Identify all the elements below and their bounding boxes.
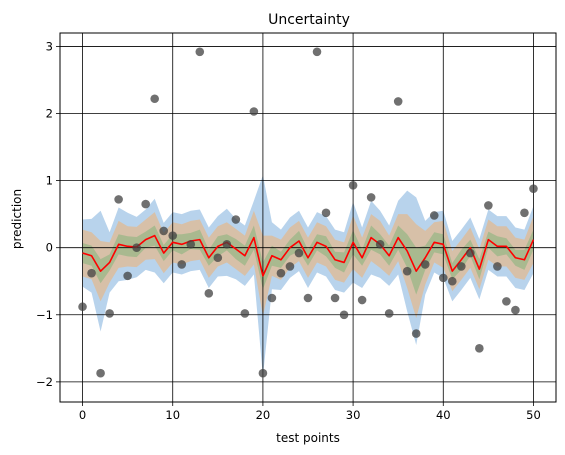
x-tick-label: 10 [165,408,180,422]
data-point [466,248,475,258]
data-point [87,268,96,278]
data-point [321,208,331,218]
data-point [123,271,132,281]
data-point [529,184,538,193]
y-tick-label: 0 [46,241,53,255]
data-point [484,201,493,210]
data-point [114,195,123,204]
data-point [231,215,241,224]
band-inner [82,225,534,295]
data-point [204,289,214,298]
data-point [159,226,169,236]
data-point [357,295,367,305]
data-point [375,240,385,249]
data-point [78,302,87,312]
x-tick-label: 0 [79,408,86,422]
y-tick-label: 1 [46,174,53,188]
data-point [339,310,349,320]
axes-frame [59,32,557,403]
y-tick-label: 2 [46,107,53,121]
y-axis-label: prediction [10,189,24,249]
data-point [240,309,250,318]
data-point [213,253,223,263]
data-point [411,329,421,338]
x-tick-label: 50 [526,408,541,422]
data-point [402,266,412,276]
data-point [186,240,196,249]
data-point [132,243,141,252]
data-point [168,231,178,240]
data-point [348,180,358,190]
data-point [475,344,484,353]
data-point [276,268,286,278]
data-point [177,260,187,269]
x-tick-label: 40 [436,408,451,422]
data-point [330,293,340,303]
data-point [150,94,159,104]
chart-title: Uncertainty [268,12,350,28]
data-point [222,240,232,249]
data-point [249,107,259,116]
data-point [520,208,529,218]
data-point [366,193,376,202]
data-point [511,305,520,315]
data-point [312,47,322,57]
data-point [141,199,150,209]
data-point [195,47,205,57]
x-tick-label: 20 [256,408,271,422]
data-point [285,262,295,271]
data-point [429,211,439,220]
data-point [438,273,448,283]
y-tick-label: −2 [36,375,53,389]
data-point [258,368,268,378]
plot-area: 0 10 20 30 40 50 −2 −1 0 1 2 3 [36,32,557,422]
data-point [105,309,114,318]
data-point [384,309,394,318]
data-point [294,248,304,258]
data-point [447,276,457,286]
data-point [96,368,105,378]
plot-content [60,33,556,402]
data-point [267,293,277,303]
data-point [303,293,313,303]
data-point [393,97,403,106]
data-point [420,260,430,269]
y-tick-label: 3 [46,39,53,53]
data-point [493,262,502,271]
data-point [457,262,466,271]
x-tick-label: 30 [346,408,361,422]
y-tick-label: −1 [36,308,53,322]
data-point [502,297,511,306]
x-axis-label: test points [276,431,340,445]
